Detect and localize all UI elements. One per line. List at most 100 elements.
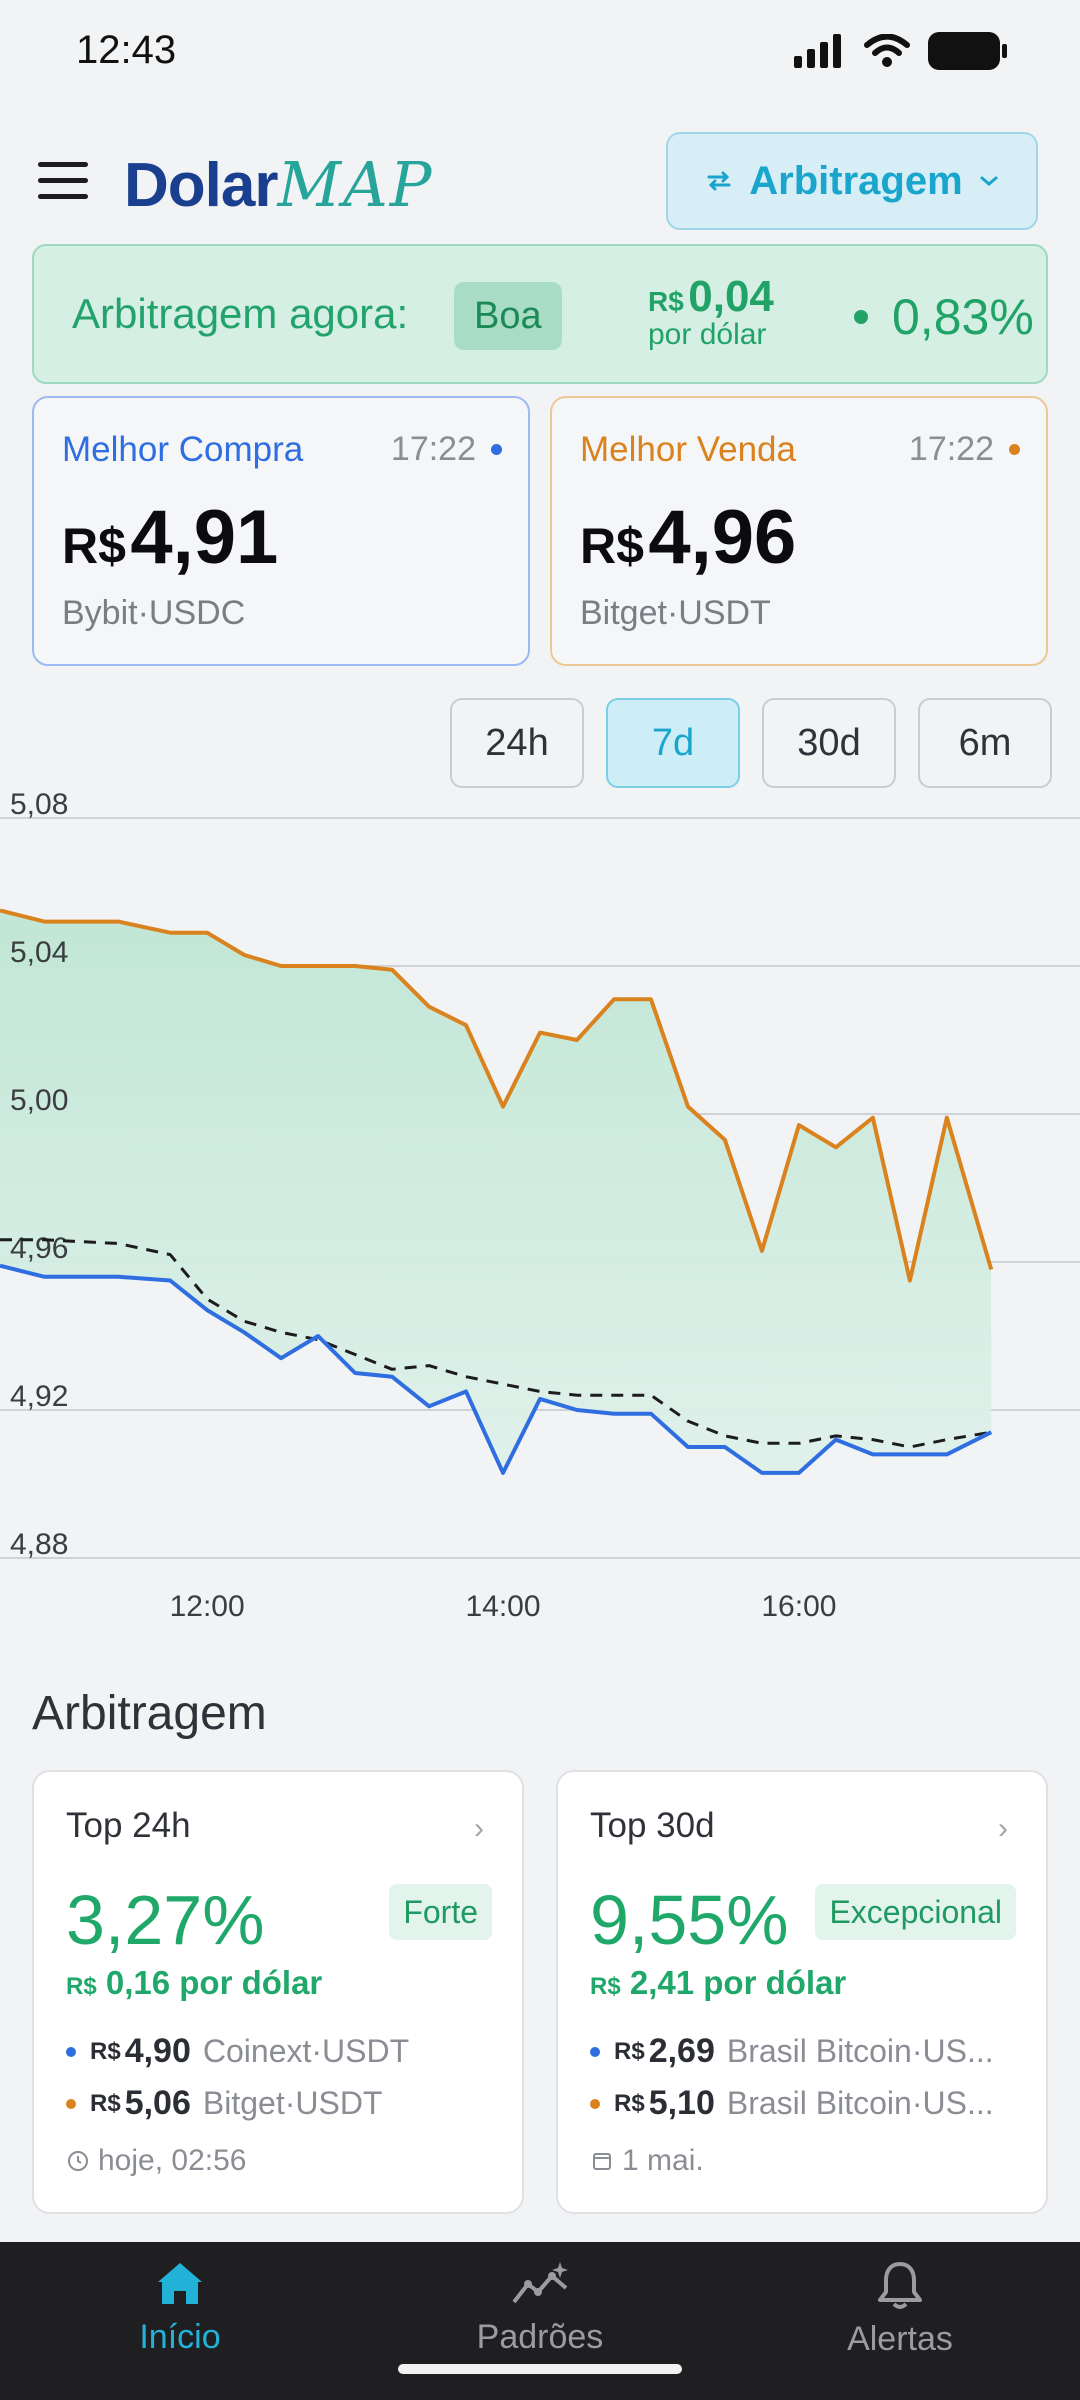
chevron-right-icon: › [474, 1812, 484, 1845]
nav-item-padroes[interactable]: Padrões [420, 2260, 660, 2357]
clock-icon [68, 2151, 88, 2171]
spread-currency: R$ [648, 286, 684, 317]
buy-dot [590, 2046, 600, 2057]
top-card-sell-row: R$ 5,10 Brasil Bitcoin·US... [590, 2084, 994, 2123]
battery-icon [928, 32, 1007, 70]
top-card-per-dollar: R$ 2,41 por dólar [590, 1964, 846, 2002]
x-tick-label: 16:00 [761, 1590, 836, 1623]
logo-text: Dolar [124, 151, 278, 220]
best-buy-source: Bybit·USDC [62, 594, 246, 632]
per-dollar-currency: R$ [66, 1973, 97, 2000]
spread-area [0, 910, 992, 1473]
buy-price: 2,69 [648, 2032, 715, 2070]
range-tab-30d[interactable]: 30d [762, 698, 896, 788]
range-tab-7d[interactable]: 7d [606, 698, 740, 788]
spread-unit: por dólar [648, 318, 767, 351]
per-dollar-text: 0,16 por dólar [105, 1964, 323, 2001]
trend-icon [512, 2262, 568, 2304]
arbitrage-rating-badge: Boa [454, 282, 562, 350]
buy-indicator-dot [491, 444, 502, 455]
best-buy-value: 4,91 [130, 495, 279, 580]
spread-number: 0,04 [688, 272, 774, 321]
nav-item-inicio[interactable]: Início [60, 2260, 300, 2357]
buy-price: 4,90 [124, 2032, 191, 2070]
buy-source: Brasil Bitcoin·US... [726, 2033, 994, 2069]
top-card-footer: 1 mai. [590, 2144, 704, 2178]
best-buy-card[interactable]: Melhor Compra 17:22 R$ 4,91 Bybit·USDC [32, 396, 530, 666]
range-tab-24h[interactable]: 24h [450, 698, 584, 788]
spread-percent: 0,83% [892, 289, 1034, 345]
per-dollar-text: 2,41 por dólar [629, 1964, 847, 2001]
best-sell-title: Melhor Venda [580, 430, 796, 469]
best-sell-price: R$ 4,96 [580, 494, 796, 581]
sell-price: 5,06 [124, 2084, 191, 2122]
top-card-percent: 3,27% [66, 1881, 265, 1959]
status-icons [794, 32, 1008, 70]
range-tab-6m[interactable]: 6m [918, 698, 1052, 788]
price-chart[interactable]: 5,08 5,04 5,00 4,96 4,92 4,88 12:00 14:00 16:00 [0, 790, 1080, 1630]
separator-dot [854, 310, 868, 324]
nav-label: Alertas [847, 2320, 953, 2358]
bottom-nav: Início Padrões Alertas [0, 2242, 1080, 2400]
top-card-title: Top 24h [66, 1806, 191, 1845]
sell-price: 5,10 [648, 2084, 715, 2122]
best-sell-source: Bitget·USDT [580, 594, 771, 632]
sell-currency: R$ [614, 2089, 645, 2117]
top-card-per-dollar: R$ 0,16 por dólar [66, 1964, 322, 2002]
app-logo: DolarMAP [124, 148, 433, 221]
top-card-sell-row: R$ 5,06 Bitget·USDT [66, 2084, 382, 2123]
arbitrage-now-banner: Arbitragem agora: Boa R$ 0,04 por dólar … [32, 244, 1048, 384]
app-header: DolarMAP Arbitragem [0, 128, 1080, 232]
nav-item-alertas[interactable]: Alertas [780, 2260, 1020, 2359]
best-sell-currency: R$ [580, 518, 644, 574]
mode-selector[interactable]: Arbitragem [666, 132, 1038, 230]
buy-currency: R$ [90, 2037, 121, 2065]
buy-price-line [0, 1263, 993, 1475]
home-icon [158, 2263, 202, 2304]
top-card-badge: Forte [389, 1884, 492, 1940]
sell-source: Bitget·USDT [202, 2085, 383, 2121]
top-card-footer: hoje, 02:56 [66, 2144, 246, 2178]
best-sell-time: 17:22 [908, 430, 994, 468]
calendar-icon [593, 2153, 611, 2170]
spread-value: R$ 0,04 por dólar [648, 272, 774, 352]
y-tick-label: 5,04 [10, 936, 68, 969]
buy-dot [66, 2046, 76, 2057]
swap-icon [707, 171, 731, 191]
range-tabs: 24h 7d 30d 6m [450, 698, 1052, 788]
logo-accent: MAP [277, 148, 434, 221]
status-bar: 12:43 [0, 0, 1080, 100]
footer-text: 1 mai. [622, 2144, 704, 2177]
top-card-title: Top 30d [590, 1806, 715, 1845]
sell-indicator-dot [1009, 444, 1020, 455]
buy-source: Coinext·USDT [202, 2033, 410, 2069]
chevron-down-icon [980, 176, 998, 186]
home-indicator[interactable] [398, 2364, 682, 2374]
status-time: 12:43 [76, 28, 177, 72]
bell-icon [878, 2262, 922, 2309]
wifi-icon [864, 34, 910, 67]
footer-text: hoje, 02:56 [98, 2144, 247, 2177]
y-tick-label: 4,92 [10, 1380, 68, 1413]
top-24h-card[interactable]: Top 24h › 3,27% Forte R$ 0,16 por dólar … [32, 1770, 524, 2214]
nav-label: Padrões [476, 2318, 604, 2356]
buy-currency: R$ [614, 2037, 645, 2065]
best-buy-time: 17:22 [390, 430, 476, 468]
y-tick-label: 5,08 [10, 790, 68, 821]
menu-button[interactable] [38, 162, 88, 200]
arbitrage-now-label: Arbitragem agora: [72, 290, 409, 337]
best-sell-value: 4,96 [648, 495, 797, 580]
top-30d-card[interactable]: Top 30d › 9,55% Excepcional R$ 2,41 por … [556, 1770, 1048, 2214]
nav-label: Início [139, 2318, 221, 2356]
top-card-buy-row: R$ 4,90 Coinext·USDT [66, 2032, 409, 2071]
sell-dot [66, 2098, 76, 2109]
top-card-percent: 9,55% [590, 1881, 789, 1959]
sell-source: Brasil Bitcoin·US... [726, 2085, 994, 2121]
y-tick-label: 4,96 [10, 1232, 68, 1265]
top-card-badge: Excepcional [815, 1884, 1016, 1940]
sell-dot [590, 2098, 600, 2109]
average-line [0, 1238, 992, 1449]
sell-price-line [0, 908, 994, 1283]
y-tick-label: 4,88 [10, 1528, 68, 1561]
best-sell-card[interactable]: Melhor Venda 17:22 R$ 4,96 Bitget·USDT [550, 396, 1048, 666]
